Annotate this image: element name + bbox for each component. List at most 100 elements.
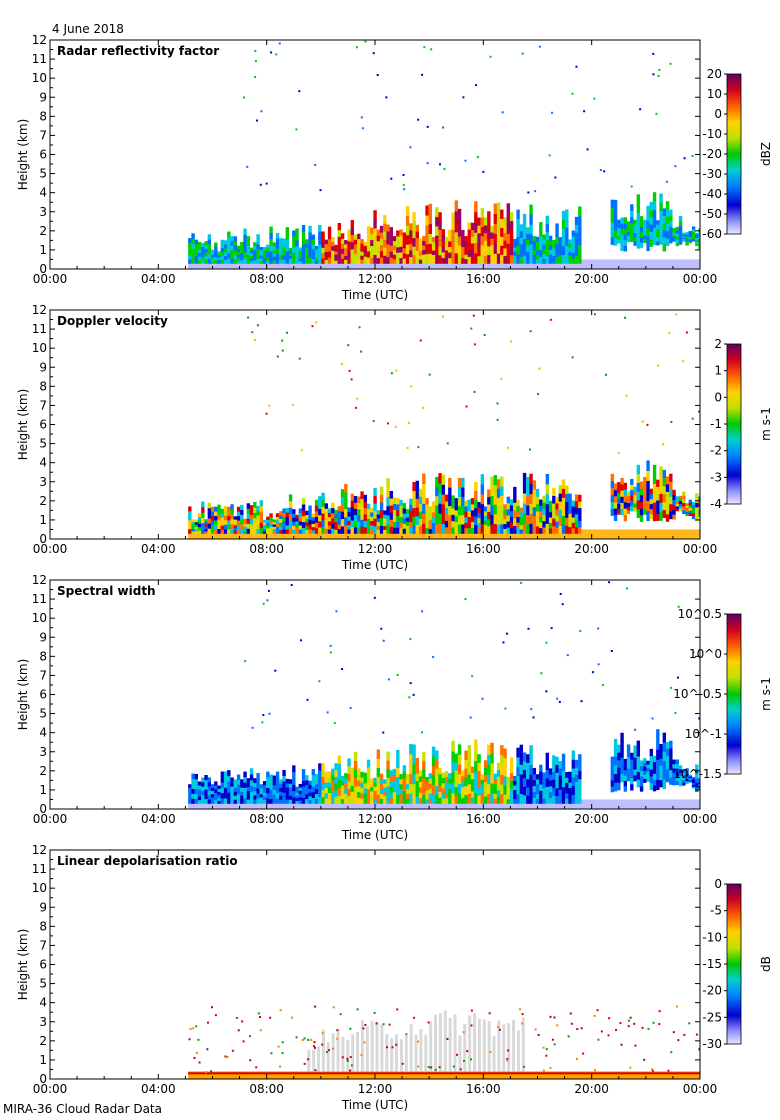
ldr-cloud-column [380,1024,384,1072]
data-cell [444,776,449,783]
data-cell [227,528,231,534]
data-cell [698,503,700,508]
ldr-speckle [522,1065,525,1068]
data-cell [506,508,511,516]
data-cell [685,232,689,235]
data-cell [565,209,569,219]
data-cell [204,252,208,257]
data-cell [500,245,504,255]
data-cell [324,243,329,249]
data-cell [509,212,514,222]
data-cell [259,260,264,264]
data-cell [275,523,280,528]
speckle [430,48,433,51]
speckle [464,598,467,601]
data-cell [389,526,394,534]
speckle [545,690,548,693]
data-cell [490,793,494,804]
data-cell [253,501,257,508]
data-cell [197,516,202,521]
data-cell [474,490,478,500]
data-cell [204,528,208,532]
data-cell [649,762,654,770]
data-cell [662,215,667,224]
speckle [421,610,424,613]
data-cell [230,513,234,520]
ldr-speckle [373,1011,376,1014]
colorbar-label: dBZ [759,142,773,166]
data-cell [321,492,325,500]
data-cell [357,253,361,259]
data-cell [561,219,566,229]
data-cell [451,751,455,763]
data-cell [496,515,501,525]
data-cell [422,752,426,762]
data-cell [545,513,550,524]
data-cell [678,216,683,222]
data-cell [366,238,371,246]
data-cell [662,501,667,511]
data-cell [626,228,631,232]
data-cell [373,487,377,497]
data-cell [623,769,628,776]
x-axis-label: Time (UTC) [341,828,408,842]
data-cell [535,774,540,780]
data-cell [623,514,628,522]
data-cell [561,506,566,516]
data-cell [370,786,374,792]
data-cell [639,786,644,792]
data-cell [457,505,462,516]
data-cell [249,785,254,793]
data-cell [295,786,299,791]
data-cell [392,240,397,246]
data-cell [350,256,355,264]
data-cell [353,527,358,534]
data-cell [659,210,663,220]
data-cell [506,514,511,522]
data-cell [298,796,303,801]
colorbar-tick-label: -2 [710,444,722,458]
data-cell [519,507,524,513]
data-cell [685,513,689,516]
data-cell [532,489,537,499]
data-cell [493,504,498,515]
speckle [510,340,513,343]
data-cell [438,797,442,804]
speckle [583,110,586,113]
data-cell [561,515,566,525]
data-cell [552,495,556,504]
data-cell [425,794,429,800]
data-cell [441,494,446,505]
speckle [538,367,541,370]
data-cell [334,260,338,264]
data-cell [334,776,338,784]
data-cell [402,528,407,534]
data-cell [298,793,303,798]
data-cell [535,241,540,247]
data-cell [318,231,322,239]
data-cell [435,253,439,264]
data-cell [490,476,494,487]
data-cell [246,528,251,534]
data-cell [610,199,615,208]
data-cell [327,226,332,234]
data-cell [675,501,680,505]
colorbar-tick-label: 10^-1.5 [673,767,722,781]
data-cell [665,208,670,217]
data-cell [305,243,309,248]
data-cell [656,779,660,790]
data-cell [675,767,680,773]
data-cell [324,787,329,794]
x-axis-label: Time (UTC) [341,1098,408,1112]
data-cell [500,227,504,237]
data-cell [396,503,400,511]
x-tick-label: 04:00 [141,272,176,286]
data-cell [305,251,309,256]
ldr-speckle [489,1051,492,1054]
speckle [426,125,429,128]
data-cell [311,516,316,521]
data-cell [526,239,530,246]
data-cell [396,767,400,778]
data-cell [428,783,433,789]
data-cell [496,212,501,224]
